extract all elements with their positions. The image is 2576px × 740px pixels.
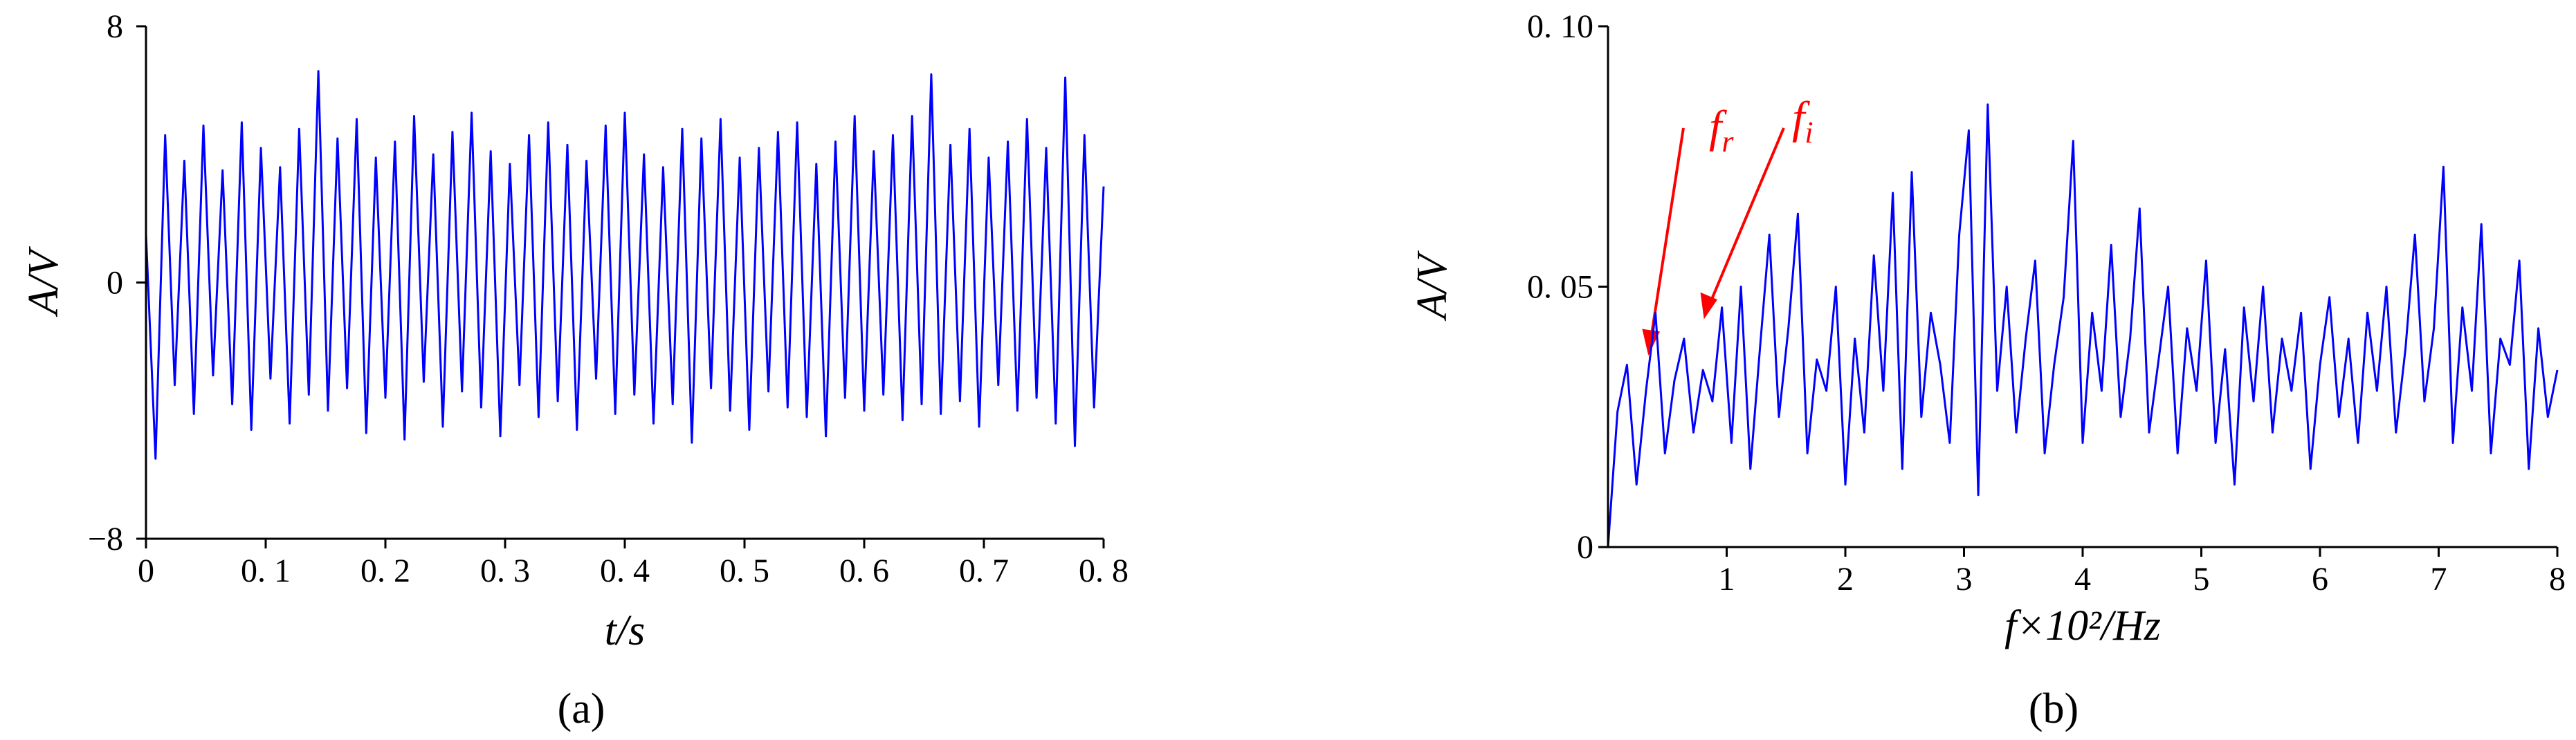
x-tick-label: 6: [2312, 561, 2328, 598]
signal-line: [1607, 103, 2559, 548]
x-tick-label: 5: [2193, 561, 2210, 598]
x-tick-label: 0. 4: [600, 553, 650, 589]
x-tick-label: 0. 5: [720, 553, 769, 589]
x-tick-label: 2: [1837, 561, 1854, 598]
x-tick-label: 0. 7: [959, 553, 1009, 589]
y-tick-label: −8: [88, 521, 123, 557]
x-tick-label: 0. 1: [241, 553, 291, 589]
panel-label: (b): [2029, 685, 2079, 732]
x-tick-label: 8: [2549, 561, 2566, 598]
arrowhead-fr: [1642, 329, 1660, 355]
x-tick-label: 0. 8: [1079, 553, 1129, 589]
x-tick-label: 7: [2431, 561, 2447, 598]
annotation-subscript: r: [1721, 124, 1734, 158]
x-tick-label: 0. 3: [480, 553, 530, 589]
y-tick-label: 0: [1577, 529, 1593, 566]
signal-line: [145, 70, 1105, 460]
y-axis-label: A/V: [1409, 250, 1456, 322]
arrow-fi: [1708, 127, 1785, 306]
annotation-arrows: [1642, 127, 1785, 355]
x-tick-label: 3: [1956, 561, 1973, 598]
y-axis-label: A/V: [20, 246, 67, 317]
x-tick-label: 0. 6: [839, 553, 889, 589]
x-tick-label: 0. 2: [360, 553, 410, 589]
arrowhead-fi: [1700, 292, 1718, 320]
y-tick-label: 0. 10: [1527, 8, 1593, 45]
annotation-fr: fr: [1709, 102, 1734, 158]
y-tick-label: 0: [107, 265, 123, 302]
y-tick-label: 0. 05: [1527, 269, 1593, 306]
annotation-subscript: i: [1805, 115, 1813, 149]
arrow-fr: [1650, 127, 1685, 340]
x-tick-label: 4: [2074, 561, 2091, 598]
panel-label: (a): [558, 685, 605, 732]
x-axis-label: t/s: [605, 607, 646, 654]
x-tick-label: 0: [138, 553, 154, 589]
x-tick-label: 1: [1719, 561, 1735, 598]
y-tick-label: 8: [107, 8, 123, 45]
x-axis-label: f×10²/Hz: [2004, 602, 2161, 649]
